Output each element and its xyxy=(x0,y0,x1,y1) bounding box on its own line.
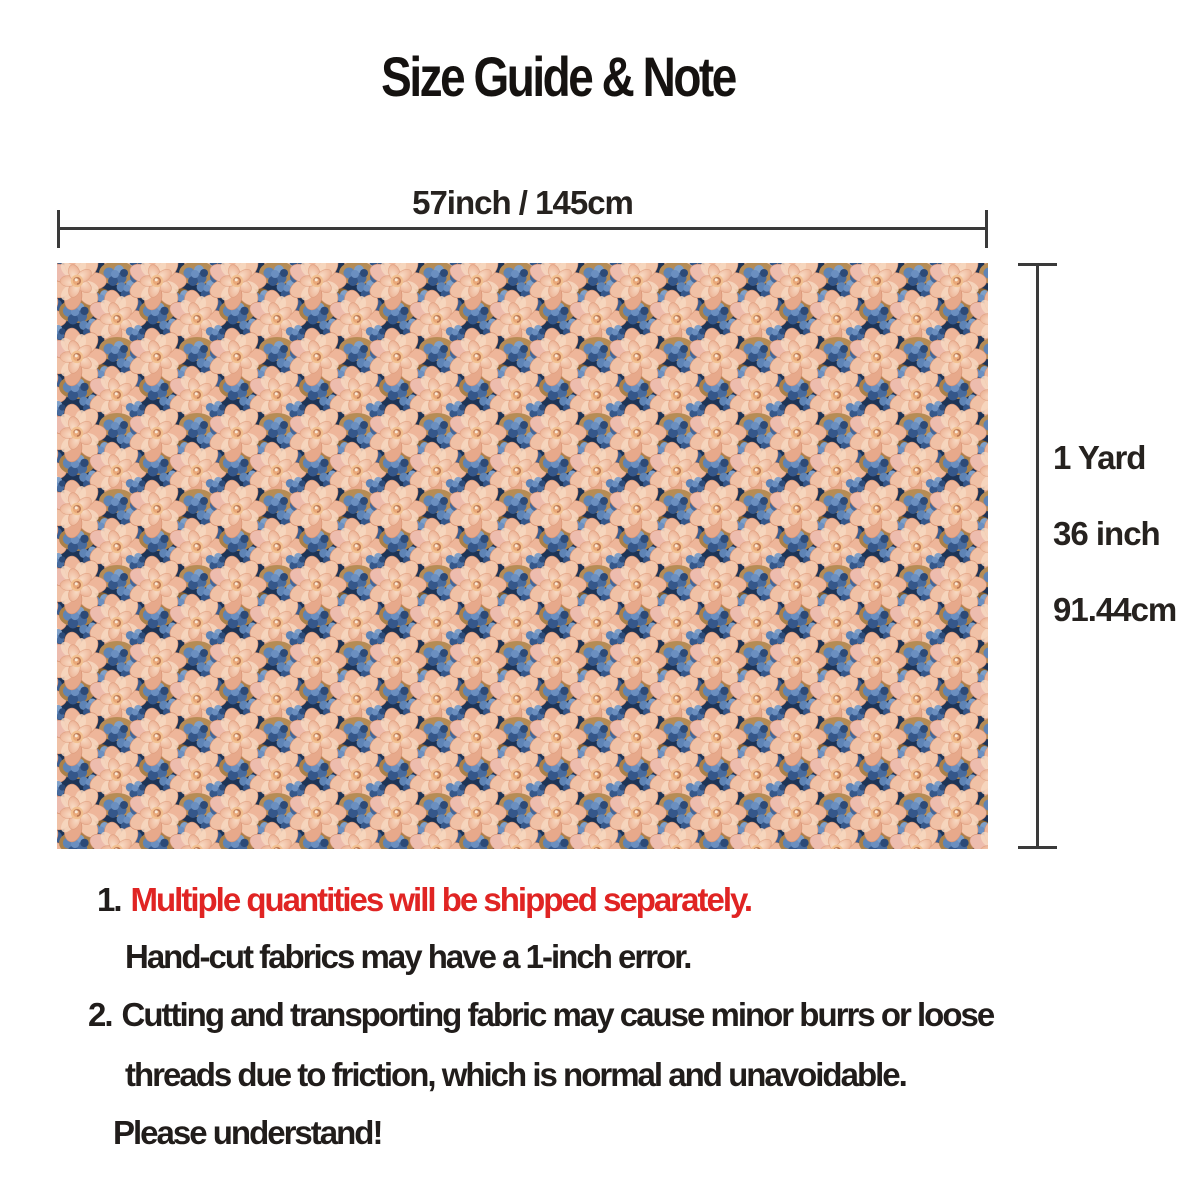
height-label-cm: 91.44cm xyxy=(1053,591,1177,628)
page-title: Size Guide & Note xyxy=(381,45,737,108)
width-dimension-label: 57inch / 145cm xyxy=(412,184,634,221)
note-1-number: 1. xyxy=(97,881,122,918)
height-label-inch: 36 inch xyxy=(1053,515,1161,552)
note-2c-text: Please understand! xyxy=(113,1114,383,1151)
note-item-2-closing: Please understand! xyxy=(113,1111,383,1155)
height-label-yard: 1 Yard xyxy=(1053,439,1146,476)
note-2-number: 2. xyxy=(88,996,113,1033)
note-1b-text: Hand-cut fabrics may have a 1-inch error… xyxy=(125,938,692,975)
note-2b-text: threads due to friction, which is normal… xyxy=(125,1056,908,1093)
height-dimension-labels: 1 Yard 36 inch 91.44cm xyxy=(1053,438,1177,666)
note-item-1: 1. Multiple quantities will be shipped se… xyxy=(97,878,754,922)
note-1-text: Multiple quantities will be shipped sepa… xyxy=(130,881,754,918)
note-item-2: 2. Cutting and transporting fabric may ca… xyxy=(88,993,996,1037)
vertical-dimension-line xyxy=(1018,263,1057,849)
note-2-text: Cutting and transporting fabric may caus… xyxy=(121,996,996,1033)
horizontal-dimension-line xyxy=(57,210,988,248)
note-item-2-continued: threads due to friction, which is normal… xyxy=(125,1053,908,1097)
fabric-swatch xyxy=(57,263,988,849)
rose-fabric-pattern xyxy=(57,263,988,849)
note-item-1-continued: Hand-cut fabrics may have a 1-inch error… xyxy=(125,935,692,979)
